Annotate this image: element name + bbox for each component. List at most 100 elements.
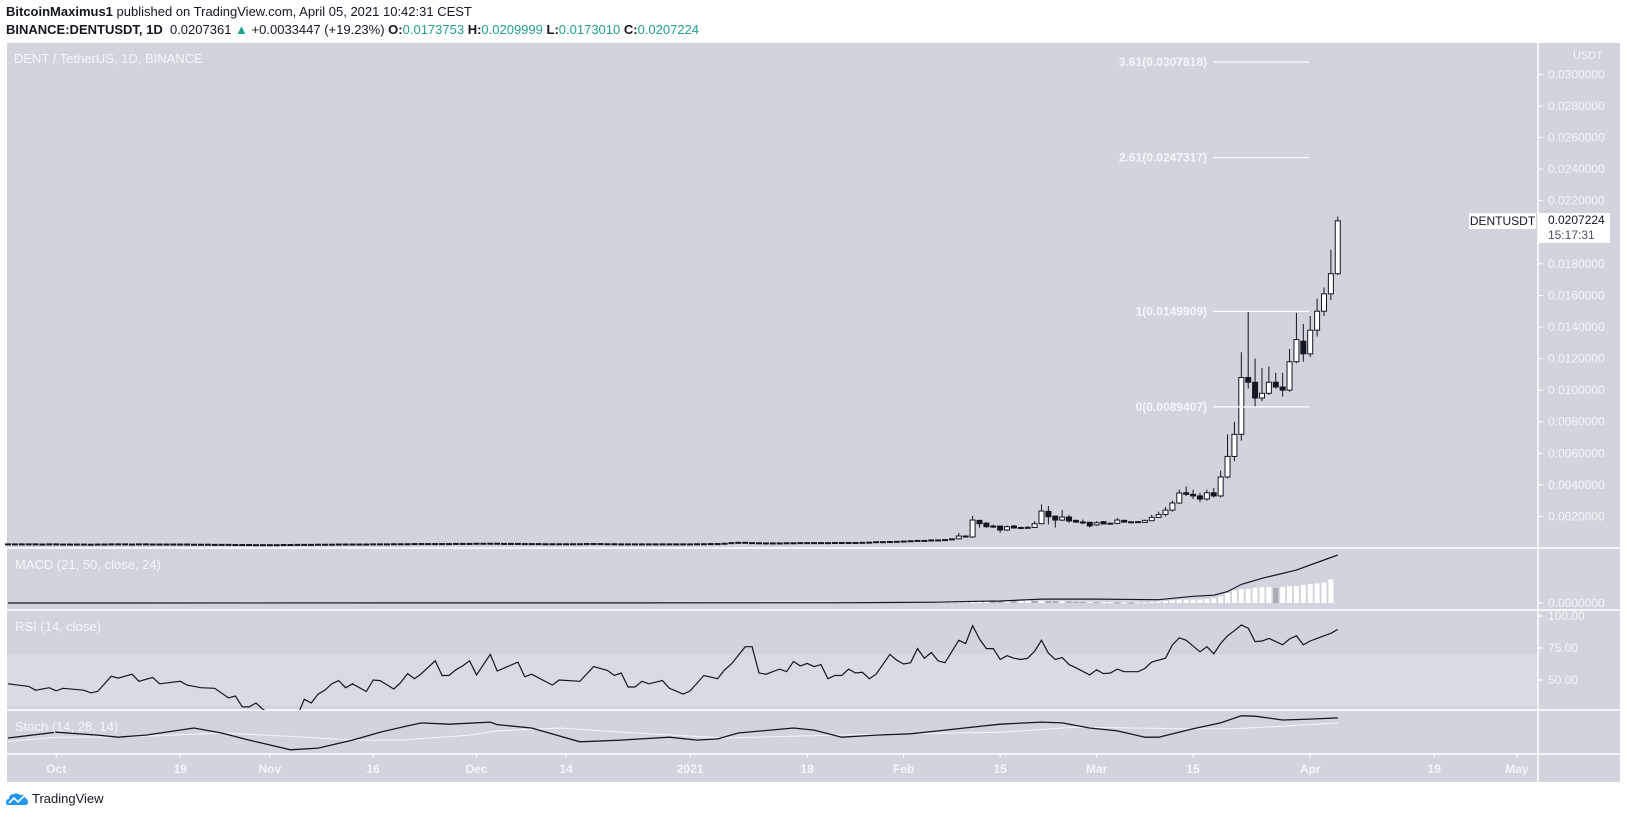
candle-body <box>549 543 556 546</box>
candle-body <box>204 543 211 546</box>
candle-body <box>1155 514 1162 518</box>
tradingview-logo[interactable]: TradingView <box>6 791 104 806</box>
candle <box>590 543 597 546</box>
candle <box>225 543 232 546</box>
candle <box>108 543 115 546</box>
candle-body <box>1190 493 1197 497</box>
candle-body <box>1010 525 1017 529</box>
candle <box>122 543 129 546</box>
macd-histogram-bar <box>1066 601 1072 603</box>
macd-histogram-bar <box>1197 599 1203 603</box>
candle <box>721 542 728 545</box>
candle-body <box>776 542 783 545</box>
candle <box>1183 486 1190 496</box>
rsi-line <box>7 624 1339 710</box>
candle <box>680 543 687 546</box>
candle <box>1004 525 1011 531</box>
candle <box>1190 489 1197 500</box>
candle-body <box>742 541 749 544</box>
high-value: 0.0209999 <box>481 22 543 37</box>
candle-body <box>866 541 873 544</box>
candle <box>39 543 46 546</box>
candle-body <box>466 542 473 545</box>
candle-body <box>1162 509 1169 516</box>
candle <box>1203 489 1210 501</box>
candle <box>487 542 494 545</box>
candle-body <box>997 525 1004 531</box>
macd-histogram-bar <box>1259 586 1265 603</box>
time-tick-label: 15 <box>1186 762 1200 776</box>
candle-body <box>129 543 136 546</box>
candle <box>962 535 969 538</box>
candle <box>735 541 742 544</box>
candle <box>528 543 535 546</box>
candle-body <box>383 543 390 546</box>
candle-body <box>797 542 804 545</box>
candle-body <box>259 544 266 547</box>
price-tick-label: 0.0160000 <box>1548 288 1605 302</box>
candle <box>170 543 177 546</box>
candle <box>618 543 625 546</box>
candle <box>273 544 280 547</box>
candle-body <box>769 542 776 545</box>
candle-body <box>1224 455 1231 478</box>
candle <box>473 542 480 545</box>
macd-histogram-bar <box>1293 585 1299 603</box>
candle-body <box>625 543 632 546</box>
candle-body <box>1314 310 1321 331</box>
candle <box>542 543 549 546</box>
candle-body <box>818 542 825 545</box>
candle <box>990 524 997 528</box>
candle-body <box>694 543 700 546</box>
candle <box>638 543 645 546</box>
candle-body <box>1258 392 1265 399</box>
candle-body <box>273 544 280 547</box>
candle <box>645 543 652 546</box>
candle-body <box>1307 329 1314 355</box>
macd-histogram-bar <box>1169 600 1175 603</box>
candle-body <box>873 541 880 544</box>
candle <box>1231 421 1238 462</box>
candle <box>1286 349 1293 392</box>
price-tick-label: 0.0100000 <box>1548 383 1605 397</box>
candle <box>177 543 184 546</box>
macd-histogram-bar <box>1314 583 1320 603</box>
candle-body <box>1066 516 1073 522</box>
candle-body <box>1086 521 1093 527</box>
candle <box>1059 510 1066 522</box>
candle-body <box>108 543 115 546</box>
close-label: C: <box>623 22 638 37</box>
candle <box>308 543 315 546</box>
candle <box>997 525 1004 533</box>
candle <box>1258 368 1265 402</box>
candle-body <box>521 543 528 546</box>
macd-histogram-bar <box>1080 602 1086 604</box>
candle <box>790 542 797 545</box>
candle <box>321 543 328 546</box>
author-name[interactable]: BitcoinMaximus1 <box>6 4 113 19</box>
macd-title[interactable]: MACD (21, 50, close, 24) <box>15 557 161 572</box>
candle <box>880 541 887 544</box>
candle-body <box>1245 377 1252 383</box>
candle-body <box>363 543 370 546</box>
candle-body <box>631 543 638 546</box>
candle-body <box>80 543 87 546</box>
candle-body <box>73 543 80 546</box>
macd-histogram-bar <box>1004 600 1010 603</box>
macd-histogram-bar <box>1252 587 1258 603</box>
candle-body <box>1196 495 1203 500</box>
stoch-title[interactable]: Stoch (14, 28, 14) <box>15 719 119 734</box>
candle-body <box>1024 526 1031 529</box>
candle <box>370 543 377 546</box>
candle-body <box>115 543 122 546</box>
candle <box>115 543 122 546</box>
low-label: L: <box>546 22 559 37</box>
candle-body <box>1238 377 1245 435</box>
candle-body <box>1141 519 1148 523</box>
candle <box>1010 524 1017 529</box>
candle <box>156 543 163 546</box>
rsi-title[interactable]: RSI (14, close) <box>15 619 101 634</box>
candle-body <box>315 543 322 546</box>
candle <box>480 542 487 545</box>
